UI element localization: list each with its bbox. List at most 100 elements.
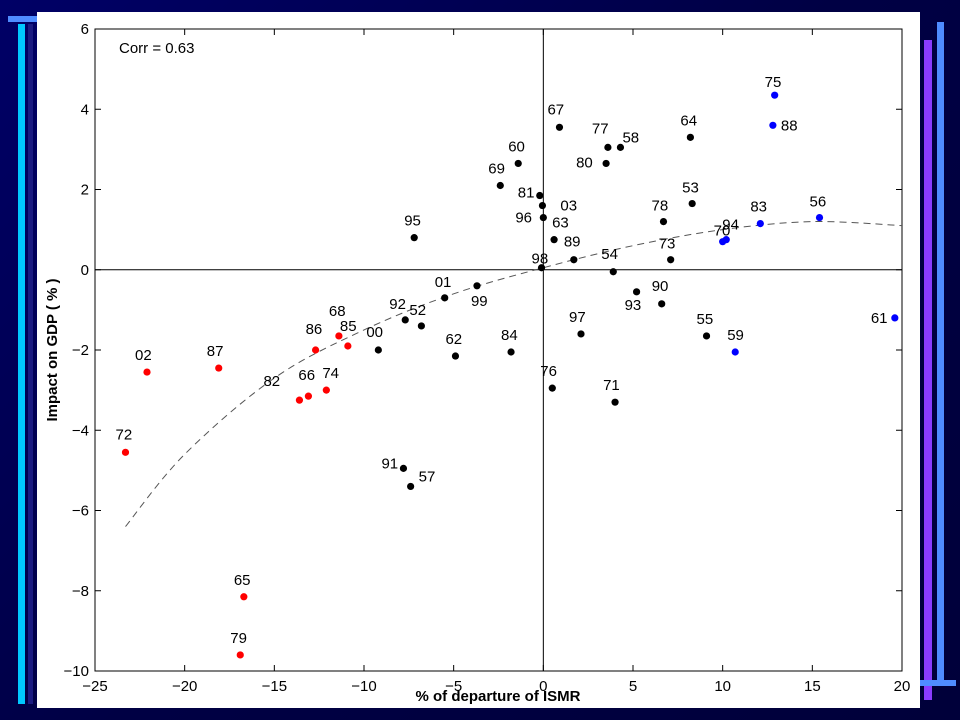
- data-point-label: 64: [680, 112, 697, 129]
- data-point-label: 76: [540, 363, 557, 380]
- data-point-label: 78: [651, 198, 668, 215]
- data-point-83: [756, 220, 764, 228]
- data-point-63: [550, 236, 558, 244]
- data-point-69: [496, 181, 504, 190]
- y-tick-label: 0: [81, 262, 89, 279]
- data-point-label: 71: [603, 377, 620, 394]
- data-point-65: [240, 593, 248, 601]
- data-point-79: [236, 651, 244, 659]
- data-point-label: 56: [810, 194, 827, 211]
- data-point-84: [507, 348, 515, 356]
- data-point-72: [121, 448, 130, 456]
- data-point-label: 57: [419, 468, 436, 485]
- data-point-label: 68: [329, 303, 346, 320]
- data-point-label: 81: [518, 185, 535, 202]
- data-point-label: 70: [714, 223, 731, 240]
- frame-bar-top-left: [8, 16, 50, 22]
- data-point-99: [473, 282, 481, 290]
- data-point-89: [570, 256, 578, 264]
- data-point-label: 53: [682, 180, 699, 197]
- data-point-label: 65: [234, 572, 251, 589]
- data-point-01: [441, 294, 449, 302]
- data-point-52: [417, 322, 425, 330]
- y-tick-label: −4: [72, 422, 89, 439]
- data-point-label: 03: [560, 198, 577, 215]
- data-point-label: 96: [515, 210, 532, 227]
- data-point-77: [604, 143, 612, 151]
- data-point-label: 82: [263, 373, 280, 390]
- data-point-label: 99: [471, 293, 488, 310]
- data-point-86: [311, 346, 320, 354]
- data-point-label: 54: [601, 246, 618, 263]
- data-point-label: 92: [389, 296, 406, 313]
- data-point-96: [539, 213, 547, 222]
- data-point-label: 69: [488, 160, 505, 177]
- y-tick-label: −10: [64, 663, 89, 680]
- y-tick-label: 4: [81, 101, 89, 118]
- x-tick-label: 5: [629, 678, 637, 695]
- data-point-59: [731, 348, 739, 356]
- x-tick-label: −10: [351, 678, 376, 695]
- frame-bar-right-purple: [924, 40, 932, 700]
- chart-panel: −25 −20 −15 −10 −5 0 5 10 15 20 −10 −8 −6 −4 −2 0 2 4 6 72…: [37, 12, 920, 708]
- data-point-label: 74: [322, 365, 339, 382]
- trend-curve: [125, 221, 903, 527]
- data-point-label: 91: [381, 455, 398, 472]
- data-point-98: [537, 264, 546, 272]
- data-point-54: [609, 268, 617, 276]
- data-point-60: [514, 159, 522, 168]
- data-point-label: 67: [547, 101, 564, 118]
- data-point-label: 63: [552, 215, 569, 232]
- data-point-95: [410, 234, 418, 242]
- data-point-label: 77: [592, 120, 609, 137]
- y-tick-label: 2: [81, 182, 89, 199]
- data-point-label: 01: [435, 274, 452, 291]
- x-tick-label: 20: [894, 678, 911, 695]
- data-point-74: [322, 386, 330, 394]
- data-point-81: [536, 191, 544, 200]
- data-point-62: [451, 352, 460, 360]
- frame-bar-bottom-right: [918, 680, 956, 686]
- data-point-label: 83: [750, 199, 767, 216]
- data-point-label: 75: [765, 74, 782, 91]
- data-point-label: 80: [576, 154, 593, 171]
- data-point-label: 79: [230, 630, 247, 647]
- x-tick-label: 10: [714, 678, 731, 695]
- data-point-label: 00: [366, 324, 383, 341]
- data-point-label: 61: [871, 310, 888, 327]
- x-tick-label: −25: [82, 678, 107, 695]
- data-point-61: [891, 314, 899, 322]
- data-point-91: [399, 464, 408, 472]
- x-tick-label: −20: [172, 678, 197, 695]
- data-point-label: 86: [306, 321, 323, 338]
- data-point-70: [719, 238, 727, 246]
- data-point-00: [374, 346, 382, 354]
- data-point-label: 98: [532, 251, 549, 268]
- data-point-03: [538, 201, 547, 210]
- data-point-76: [548, 384, 556, 392]
- data-point-label: 95: [404, 213, 421, 230]
- data-point-80: [602, 159, 610, 168]
- data-point-label: 97: [569, 309, 586, 326]
- data-point-71: [611, 398, 619, 406]
- data-point-label: 93: [625, 297, 642, 314]
- x-tick-label: 15: [804, 678, 821, 695]
- data-point-75: [771, 91, 779, 99]
- data-point-label: 52: [409, 302, 426, 319]
- y-tick-label: 6: [81, 21, 89, 38]
- data-point-57: [407, 482, 415, 491]
- data-point-90: [658, 300, 666, 308]
- x-tick-label: 0: [539, 678, 547, 695]
- data-point-label: 02: [135, 347, 152, 364]
- data-point-label: 72: [115, 426, 132, 443]
- y-axis-label: Impact on GDP ( % ): [44, 278, 61, 421]
- data-point-66: [304, 392, 313, 400]
- data-point-78: [659, 218, 668, 226]
- data-point-55: [702, 332, 711, 340]
- x-axis-label: % of departure of ISMR: [415, 688, 580, 705]
- data-point-85: [344, 342, 352, 350]
- data-point-97: [577, 330, 585, 338]
